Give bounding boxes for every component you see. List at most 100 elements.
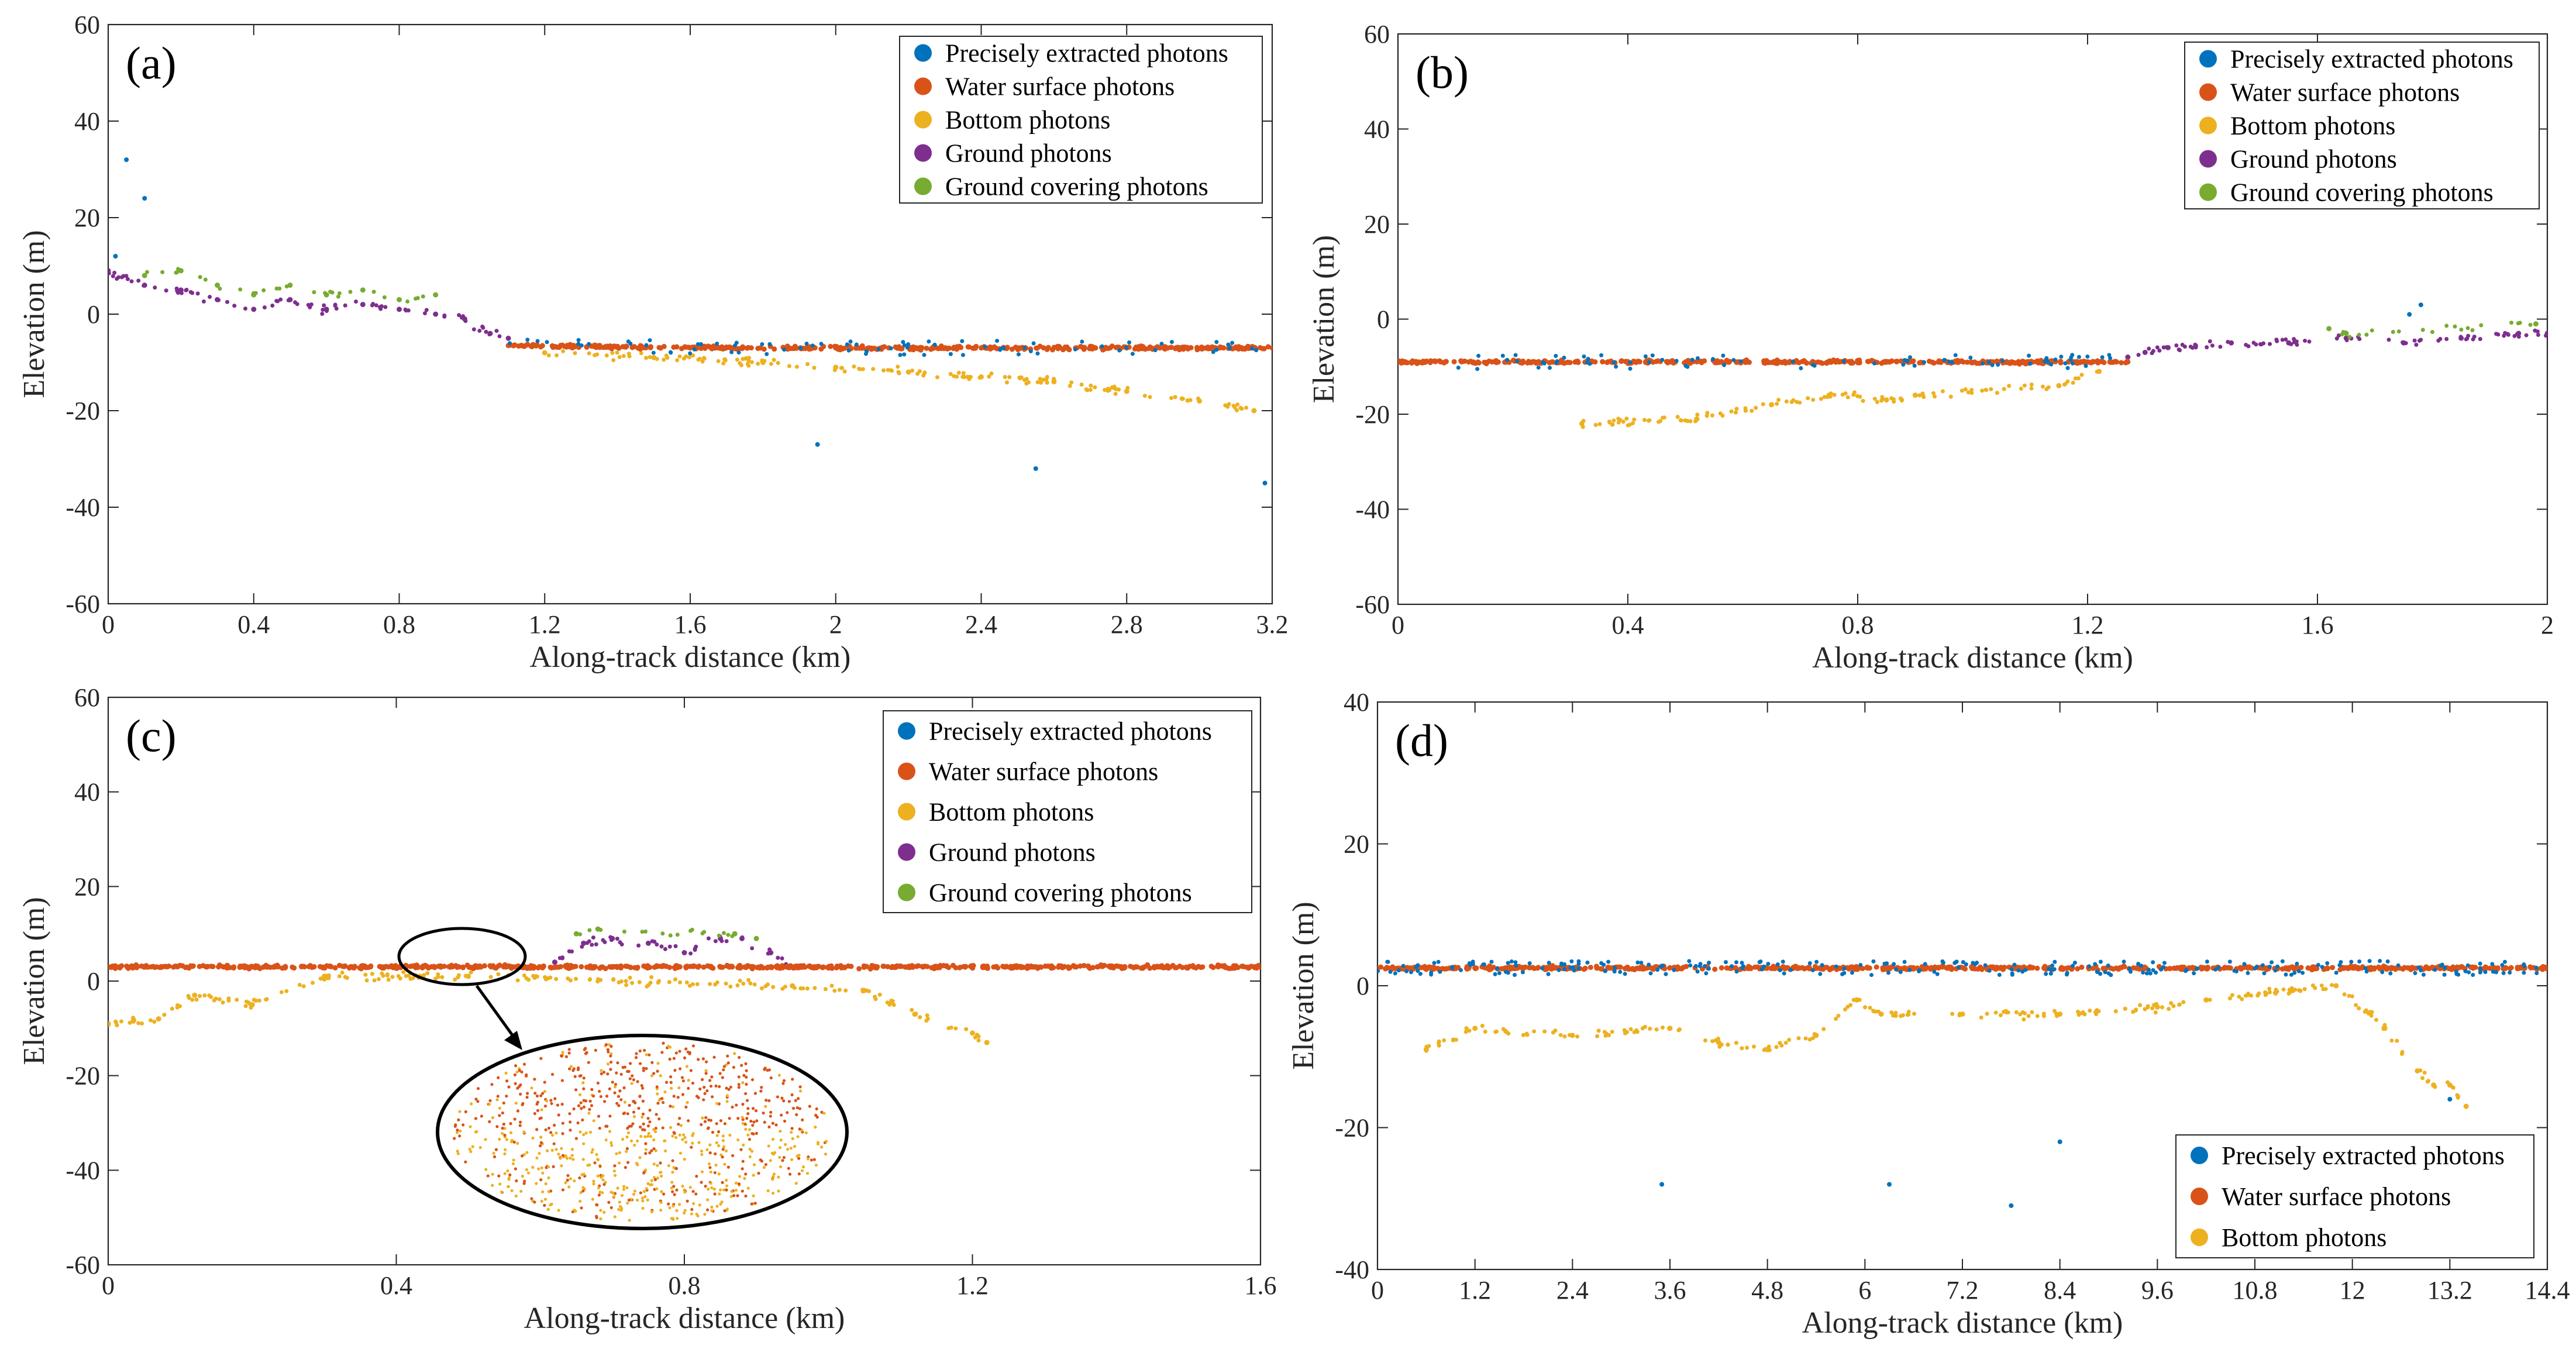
photon-water xyxy=(1183,964,1189,970)
photon-bottom xyxy=(1621,419,1626,424)
photon-cover xyxy=(348,290,353,294)
photon-bottom xyxy=(1442,1038,1447,1042)
inset-photon xyxy=(566,1174,570,1178)
photon-bottom xyxy=(1695,412,1700,417)
inset-photon xyxy=(696,1214,700,1218)
photon-precise xyxy=(2184,968,2189,972)
photon-precise xyxy=(2454,969,2458,974)
photon-ground xyxy=(463,319,468,324)
inset-photon xyxy=(753,1163,756,1167)
photon-ground xyxy=(243,307,247,311)
legend-label-bottom: Bottom photons xyxy=(2230,112,2395,140)
photon-ground xyxy=(2444,337,2449,342)
photon-water xyxy=(603,344,609,350)
inset-photon xyxy=(491,1183,494,1187)
photon-bottom xyxy=(2227,996,2232,1001)
inset-photon xyxy=(677,1086,681,1090)
inset-photon xyxy=(632,1115,636,1119)
photon-bottom xyxy=(852,364,856,369)
data-point-cover xyxy=(753,935,759,941)
photon-bottom xyxy=(1717,1044,1722,1049)
photon-cover xyxy=(2518,321,2522,325)
inset-photon xyxy=(522,1062,526,1066)
inset-photon xyxy=(656,1102,660,1105)
photon-bottom xyxy=(543,975,547,979)
photon-bottom xyxy=(522,973,526,978)
photon-water xyxy=(1235,346,1241,352)
legend-marker-water xyxy=(2191,1188,2208,1205)
inset-photon xyxy=(602,1183,606,1186)
photon-cover xyxy=(323,291,328,295)
photon-ground xyxy=(2157,348,2162,353)
inset-photon xyxy=(752,1194,755,1198)
inset-photon xyxy=(453,1137,456,1140)
photon-precise xyxy=(1513,960,1518,965)
inset-photon xyxy=(676,1096,680,1099)
inset-photon xyxy=(642,1171,646,1175)
photon-cover xyxy=(261,288,266,293)
photon-precise xyxy=(1569,959,1574,964)
inset-photon xyxy=(567,1048,571,1051)
photon-bottom xyxy=(1223,403,1228,408)
photon-bottom xyxy=(2131,1010,2136,1014)
inset-photon xyxy=(671,1105,675,1109)
photon-precise xyxy=(1892,962,1896,966)
photon-cover xyxy=(2347,335,2352,339)
inset-photon xyxy=(474,1097,478,1101)
photon-bottom xyxy=(2113,1009,2118,1014)
photon-ground xyxy=(2471,337,2475,342)
photon-bottom xyxy=(696,357,701,362)
photon-precise xyxy=(1547,366,1552,370)
inset-photon xyxy=(810,1158,814,1162)
inset-photon xyxy=(601,1178,605,1182)
photon-precise xyxy=(1842,966,1847,971)
photon-water xyxy=(2095,358,2100,364)
data-point-precise xyxy=(142,196,147,201)
inset-photon xyxy=(741,1189,744,1193)
photon-cover xyxy=(688,928,693,933)
inset-photon xyxy=(691,1044,695,1048)
photon-water xyxy=(1694,359,1700,364)
photon-water xyxy=(1134,345,1140,350)
photon-bottom xyxy=(1891,1013,1896,1018)
photon-cover xyxy=(198,275,202,280)
inset-photon xyxy=(509,1122,512,1126)
photon-precise xyxy=(1894,967,1899,972)
photon-water xyxy=(1427,964,1432,970)
photon-precise xyxy=(2044,356,2049,360)
photon-bottom xyxy=(1779,1043,1784,1048)
photon-precise xyxy=(1690,357,1695,362)
photon-bottom xyxy=(2123,1006,2127,1011)
inset-photon xyxy=(723,1162,726,1166)
photon-precise xyxy=(1493,972,1497,976)
photon-cover xyxy=(2444,324,2449,328)
inset-photon xyxy=(644,1148,648,1151)
legend-marker-cover xyxy=(2199,183,2217,201)
photon-water xyxy=(2171,965,2177,971)
photon-ground xyxy=(179,291,184,295)
inset-photon xyxy=(689,1069,693,1072)
data-point-ground xyxy=(360,302,366,307)
inset-photon xyxy=(626,1112,629,1116)
photon-ground xyxy=(673,944,678,948)
photon-ground xyxy=(2207,339,2212,344)
photon-bottom xyxy=(1783,1041,1788,1045)
inset-photon xyxy=(571,1069,575,1072)
photon-water xyxy=(2241,965,2247,971)
photon-water xyxy=(1378,964,1384,970)
photon-precise xyxy=(1953,353,1958,357)
photon-precise xyxy=(1986,360,1991,364)
photon-precise xyxy=(1404,969,1409,973)
photon-bottom xyxy=(771,985,776,989)
photon-bottom xyxy=(639,351,643,356)
inset-photon xyxy=(578,1176,581,1180)
photon-bottom xyxy=(961,371,966,376)
photon-water xyxy=(748,345,754,351)
inset-photon xyxy=(707,1126,710,1130)
photon-bottom xyxy=(2319,983,2324,988)
photon-bottom xyxy=(1889,1010,1894,1015)
inset-photon xyxy=(514,1102,518,1105)
photon-water xyxy=(880,345,886,350)
photon-precise xyxy=(2012,962,2017,967)
photon-bottom xyxy=(2272,990,2277,995)
